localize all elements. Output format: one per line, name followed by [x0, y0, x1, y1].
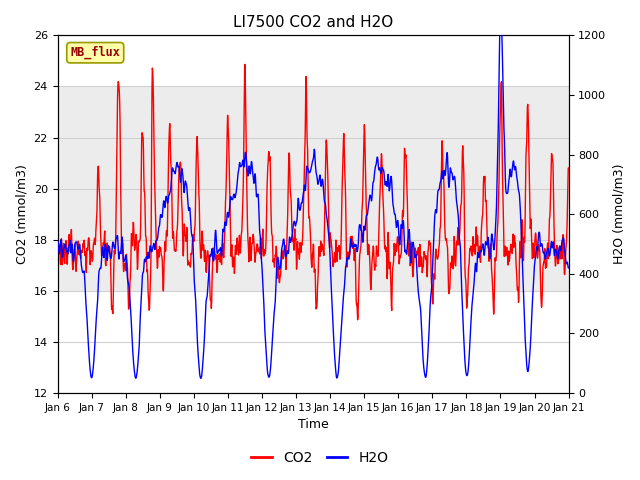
Bar	[58, 86, 568, 291]
Y-axis label: CO2 (mmol/m3): CO2 (mmol/m3)	[15, 164, 28, 264]
X-axis label: Time: Time	[298, 419, 328, 432]
Y-axis label: H2O (mmol/m3): H2O (mmol/m3)	[612, 164, 625, 264]
Legend: CO2, H2O: CO2, H2O	[246, 445, 394, 471]
Title: LI7500 CO2 and H2O: LI7500 CO2 and H2O	[233, 15, 393, 30]
Text: MB_flux: MB_flux	[70, 46, 120, 60]
